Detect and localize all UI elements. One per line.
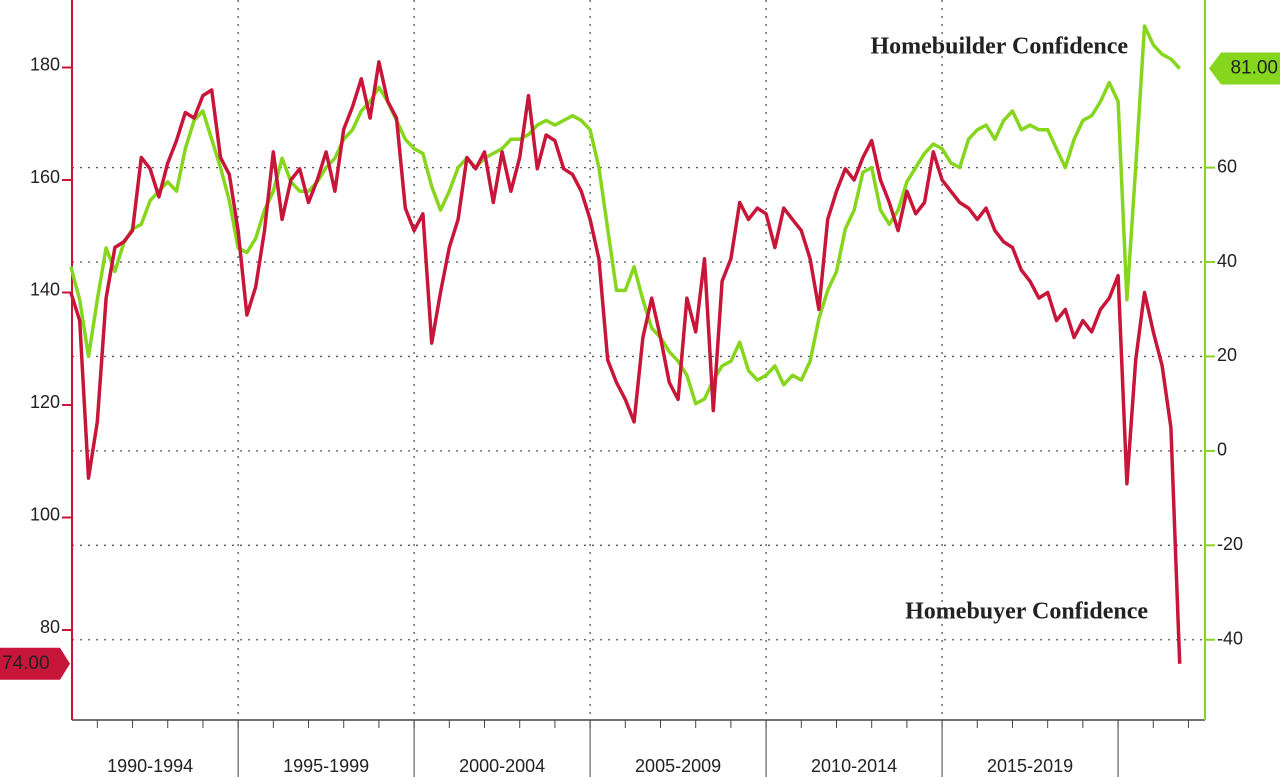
y2-tick-label: 0 bbox=[1217, 440, 1227, 460]
y2-tick-label: 20 bbox=[1217, 345, 1237, 365]
period-label: 1990-1994 bbox=[107, 756, 193, 776]
y-tick-label: 160 bbox=[30, 167, 60, 187]
series-annotation: Homebuyer Confidence bbox=[905, 599, 1148, 625]
y2-tick-label: 40 bbox=[1217, 251, 1237, 271]
period-label: 2005-2009 bbox=[635, 756, 721, 776]
period-label: 2015-2019 bbox=[987, 756, 1073, 776]
y2-tick-label: -20 bbox=[1217, 534, 1243, 554]
series-annotation: Homebuilder Confidence bbox=[870, 34, 1128, 60]
period-label: 1995-1999 bbox=[283, 756, 369, 776]
series-line bbox=[69, 60, 1182, 664]
period-label: 2010-2014 bbox=[811, 756, 897, 776]
y2-tick-label: 60 bbox=[1217, 156, 1237, 176]
period-label: 2000-2004 bbox=[459, 756, 545, 776]
end-label-tag bbox=[1209, 52, 1280, 85]
end-label: 74.00 bbox=[2, 653, 50, 674]
y-tick-label: 100 bbox=[30, 504, 60, 524]
y-tick-label: 120 bbox=[30, 392, 60, 412]
y-tick-label: 140 bbox=[30, 279, 60, 299]
y2-tick-label: -40 bbox=[1217, 628, 1243, 648]
series-line bbox=[69, 24, 1181, 406]
end-label-tag bbox=[0, 647, 70, 680]
y-tick-label: 180 bbox=[30, 54, 60, 74]
end-label: 81.00 bbox=[1230, 57, 1278, 78]
y-tick-label: 80 bbox=[40, 617, 60, 637]
